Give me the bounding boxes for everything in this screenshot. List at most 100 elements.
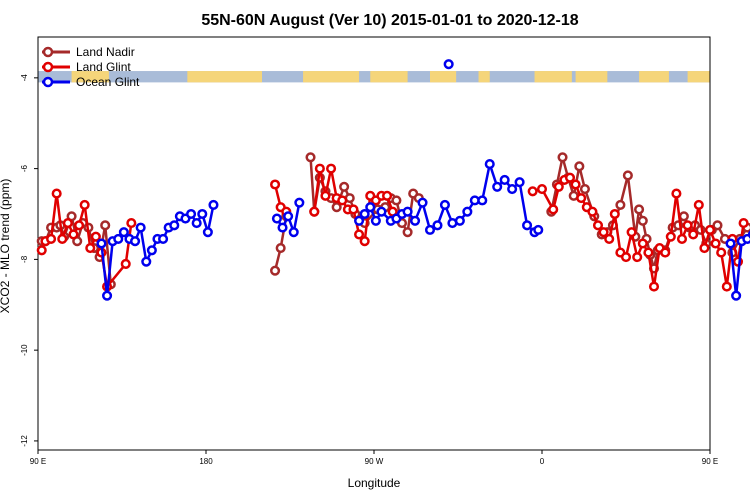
ocean-glint-point <box>208 199 219 210</box>
y-axis-label: XCO2 - MLO trend (ppm) <box>0 179 12 314</box>
x-tick-label: 90 E <box>702 457 718 466</box>
ocean-glint-point <box>424 224 436 235</box>
land-glint-point <box>126 218 137 229</box>
ocean-glint-segment <box>139 226 148 263</box>
y-tick-label: -4 <box>20 74 29 82</box>
x-tick-label: 90 E <box>30 457 46 466</box>
ocean-glint-point <box>113 233 124 245</box>
land-nadir-point <box>275 242 286 254</box>
land-glint-point <box>548 204 559 215</box>
land-glint-point <box>90 231 101 242</box>
land-glint-point <box>643 247 654 258</box>
land-nadir-segment <box>309 156 316 213</box>
mask-land-segment <box>639 71 669 83</box>
land-glint-point <box>46 233 57 245</box>
land-glint-point <box>620 252 632 263</box>
land-nadir-point <box>622 170 633 181</box>
y-tick-label: -6 <box>20 165 29 173</box>
ocean-glint-point <box>158 233 169 245</box>
land-glint-point <box>676 233 688 245</box>
land-nadir-point <box>712 220 723 231</box>
land-glint-point <box>609 208 620 220</box>
ocean-glint-point <box>514 177 525 188</box>
ocean-glint-point <box>135 222 146 233</box>
legend-marker-land-nadir <box>42 46 54 58</box>
land-glint-segment <box>83 203 92 250</box>
land-glint-point <box>570 179 581 190</box>
land-glint-point <box>598 227 609 238</box>
ocean-glint-point <box>294 197 305 208</box>
mask-land-segment <box>430 71 457 83</box>
land-glint-point <box>693 199 704 210</box>
land-glint-point <box>120 258 131 269</box>
ocean-glint-segment <box>481 162 491 202</box>
mask-land-segment <box>71 71 109 83</box>
land-glint-segment <box>49 192 58 241</box>
y-tick-label: -10 <box>20 344 29 356</box>
land-glint-point <box>716 247 727 258</box>
ocean-glint-segment <box>105 239 114 297</box>
land-glint-point <box>660 247 671 258</box>
ocean-glint-point <box>742 233 750 245</box>
ocean-glint-segment <box>518 180 529 227</box>
land-nadir-point <box>391 195 402 206</box>
land-glint-point <box>85 242 96 254</box>
ocean-glint-point <box>402 206 413 217</box>
land-glint-segment <box>719 251 729 288</box>
ocean-glint-point <box>202 227 213 238</box>
land-glint-point <box>326 163 337 174</box>
ocean-glint-point <box>359 208 370 220</box>
land-glint-point <box>671 188 682 199</box>
land-glint-point <box>314 163 325 174</box>
ocean-glint-point <box>477 195 488 206</box>
ocean-glint-point <box>354 215 365 226</box>
land-nadir-point <box>402 227 413 238</box>
land-glint-point <box>57 233 68 245</box>
legend: Land Nadir Land Glint Ocean Glint <box>42 45 140 89</box>
ocean-glint-point <box>146 245 157 256</box>
land-glint-point <box>62 218 73 229</box>
y-tick-label: -12 <box>20 435 29 447</box>
ocean-glint-segment <box>100 242 109 297</box>
ocean-glint-point <box>288 227 299 238</box>
ocean-glint-point <box>417 197 428 208</box>
land-glint-point <box>738 218 749 229</box>
ocean-glint-point <box>169 220 180 231</box>
mask-land-segment <box>478 71 490 83</box>
ocean-glint-point <box>271 213 282 224</box>
land-glint-segment <box>675 192 684 241</box>
land-glint-point <box>36 245 47 256</box>
land-glint-segment <box>313 167 322 213</box>
land-glint-point <box>74 220 85 231</box>
land-glint-point <box>527 186 538 197</box>
ocean-glint-point <box>370 215 381 226</box>
land-nadir-point <box>579 183 590 195</box>
mask-land-segment <box>534 71 572 83</box>
mask-land-segment <box>575 71 608 83</box>
ocean-glint-segment <box>729 242 738 297</box>
land-glint-point <box>604 233 615 245</box>
ocean-glint-point <box>507 183 518 195</box>
land-ocean-mask-band <box>38 71 710 83</box>
land-glint-segment <box>55 192 64 241</box>
land-glint-point <box>632 252 643 263</box>
land-glint-point <box>592 220 604 231</box>
land-nadir-segment <box>619 174 630 207</box>
ocean-glint-point <box>454 215 465 226</box>
legend-entry-ocean-glint: Ocean Glint <box>42 75 140 89</box>
mask-land-segment <box>370 71 408 83</box>
ocean-glint-point <box>492 181 503 192</box>
y-tick-label: -8 <box>20 255 29 263</box>
ocean-glint-point <box>102 290 113 301</box>
legend-entry-land-nadir: Land Nadir <box>42 45 135 59</box>
ocean-glint-point <box>186 208 197 220</box>
legend-label-land-nadir: Land Nadir <box>76 45 135 59</box>
land-glint-point <box>536 183 548 195</box>
series-ocean-glint <box>96 59 750 301</box>
land-glint-segment <box>647 251 656 288</box>
legend-marker-ocean-glint <box>42 76 54 88</box>
land-glint-point <box>665 231 676 242</box>
ocean-glint-point <box>197 208 208 220</box>
ocean-glint-point <box>118 227 129 238</box>
